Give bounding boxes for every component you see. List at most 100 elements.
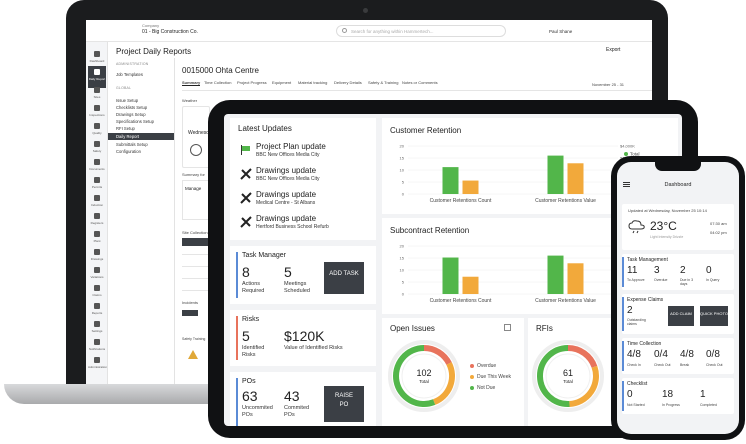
search-input[interactable]: Search for anything within Hammertech... <box>336 25 506 37</box>
update-title: Project Plan update <box>256 142 326 151</box>
open-issues-card: Open Issues 102 Total Overdue Due This W… <box>382 318 524 426</box>
manage-label: Manage <box>185 186 202 191</box>
donut-slice-not-due <box>393 345 436 407</box>
sidebar-link-drawings-setup[interactable]: Drawings Setup <box>116 112 146 117</box>
rail-item-administration[interactable]: Administration <box>88 354 108 376</box>
sidebar-link-job-templates[interactable]: Job Templates <box>116 72 143 77</box>
legend-dot-due-week <box>470 375 474 379</box>
rail-item-permits[interactable]: Permits <box>88 174 106 196</box>
rail-item-label: Sites <box>93 95 101 99</box>
update-item[interactable]: Project Plan update BBC New Offices Medi… <box>238 142 388 164</box>
sidebar-link-configuration[interactable]: Configuration <box>116 149 141 154</box>
accent-bar <box>622 257 624 287</box>
search-icon <box>342 28 347 33</box>
table-row[interactable] <box>182 290 210 291</box>
menu-icon[interactable] <box>623 182 630 183</box>
safety-icon <box>94 141 100 147</box>
expand-icon[interactable] <box>504 324 511 331</box>
identified-risks-label-2: Risks <box>242 352 256 358</box>
update-item[interactable]: Drawings update Medical Centre - St Alba… <box>238 190 388 212</box>
update-project: BBC New Offices Media City <box>256 176 320 182</box>
rail-item-inspections[interactable]: Inspections <box>88 102 106 124</box>
donut-outer-ring <box>532 340 604 412</box>
rail-item-safety[interactable]: Safety <box>88 138 106 160</box>
checklist-count: 18 <box>662 389 674 400</box>
rail-item-label: Administration <box>88 365 108 369</box>
rfis-donut <box>532 340 604 412</box>
latest-updates-card: Latest Updates Project Plan update BBC N… <box>230 118 376 240</box>
table-row[interactable] <box>182 278 210 279</box>
add-claim-button[interactable]: ADD CLAIM <box>668 306 694 326</box>
tab-equipment[interactable]: Equipment <box>272 80 292 85</box>
quick-photo-button[interactable]: QUICK PHOTO <box>700 306 728 326</box>
tab-time-collection[interactable]: Time Collection <box>204 80 232 85</box>
rail-item-label: Registers <box>90 221 104 225</box>
update-item[interactable]: Drawings update Hertford Business School… <box>238 214 388 236</box>
rail-item-settings[interactable]: Settings <box>88 318 106 340</box>
subcontract-retention-title: Subcontract Retention <box>390 226 470 235</box>
sidebar-link-specifications-setup[interactable]: Specifications Setup <box>116 119 154 124</box>
sidebar-link-issue-setup[interactable]: Issue Setup <box>116 98 139 103</box>
tab-notes-comments[interactable]: Notes or Comments <box>402 80 438 85</box>
sidebar-link-submittals-setup[interactable]: Submittals Setup <box>116 142 148 147</box>
sidebar-link-checklists-setup[interactable]: Checklists Setup <box>116 105 148 110</box>
tab-project-progress[interactable]: Project Progress <box>237 80 267 85</box>
rail-item-notifications[interactable]: Notifications <box>88 336 106 358</box>
claims-icon <box>94 285 100 291</box>
accent-bar <box>622 297 624 331</box>
weather-card <box>182 106 210 168</box>
rail-item-registers[interactable]: Registers <box>88 210 106 232</box>
open-issues-total: 102 <box>416 368 432 378</box>
induction-icon <box>94 195 100 201</box>
company-label: Company <box>142 23 160 28</box>
customer-retention-chart: 20$4,000K15$3,000K10$2,000K5$1,000K0$0KC… <box>400 144 649 205</box>
update-item[interactable]: Drawings update BBC New Offices Media Ci… <box>238 166 388 188</box>
commited-pos-label-2: POs <box>284 412 295 418</box>
legend-dot-overdue <box>470 364 474 368</box>
rail-item-induction[interactable]: Induction <box>88 192 106 214</box>
add-task-button[interactable]: ADD TASK <box>324 262 364 294</box>
site-table-header <box>182 238 210 246</box>
rail-item-claims[interactable]: Claims <box>88 282 106 304</box>
weather-desc: Light Intensity Drizzle <box>650 235 684 239</box>
rail-item-label: Settings <box>91 329 103 333</box>
rail-item-sites[interactable]: Sites <box>88 84 106 106</box>
due-3-days-count: 2 <box>680 265 686 276</box>
tab-delivery-details[interactable]: Delivery Details <box>334 80 362 85</box>
incidents-button[interactable] <box>182 310 198 316</box>
tab-safety-training[interactable]: Safety & Training <box>368 80 399 85</box>
rail-item-dashboard[interactable]: Dashboard <box>88 48 106 70</box>
donut-inner <box>401 353 447 399</box>
meetings-scheduled-label-1: Meetings <box>284 281 307 287</box>
overdue-count: 3 <box>654 265 660 276</box>
user-menu[interactable]: Paul Shane <box>549 29 573 34</box>
rail-item-drawings[interactable]: Drawings <box>88 246 106 268</box>
rail-item-documents[interactable]: Documents <box>88 156 106 178</box>
rail-item-label: Safety <box>92 149 102 153</box>
rail-item-variations[interactable]: Variations <box>88 264 106 286</box>
meetings-scheduled-label-2: Scheduled <box>284 288 310 294</box>
table-row[interactable] <box>182 266 210 267</box>
tab-material-tracking[interactable]: Material tracking <box>298 80 328 85</box>
company-selector[interactable]: 01 - Big Construction Co. <box>142 29 198 35</box>
tab-summary[interactable]: Summary <box>182 80 201 86</box>
rail-item-quality[interactable]: Quality <box>88 120 106 142</box>
table-row[interactable] <box>182 254 210 255</box>
icon-rail: Dashboard Daily Report Sites Inspections Qua… <box>86 42 108 384</box>
sidebar-link-rfi-setup[interactable]: RFI Setup <box>116 126 135 131</box>
sidebar-link-daily-report[interactable]: Daily Report <box>108 133 174 140</box>
expense-claims-title: Expense Claims <box>627 297 664 303</box>
raise-po-button[interactable]: RAISE PO <box>324 386 364 422</box>
x-tick-label: Customer Retentions Value <box>535 298 596 304</box>
drawing-tools-icon <box>240 168 252 180</box>
date-range-nav[interactable]: November 25 - 31 <box>592 82 625 87</box>
rail-item-label: Variations <box>90 275 104 279</box>
export-button[interactable]: Export <box>606 47 621 53</box>
variations-icon <box>94 267 100 273</box>
legend-dot <box>624 152 628 156</box>
x-tick-label: Customer Retentions Count <box>430 198 492 204</box>
rail-item-reports[interactable]: Reports <box>88 300 106 322</box>
rail-item-plant[interactable]: Plant <box>88 228 106 250</box>
rail-item-daily-report[interactable]: Daily Report <box>88 66 106 88</box>
drawings-icon <box>94 249 100 255</box>
